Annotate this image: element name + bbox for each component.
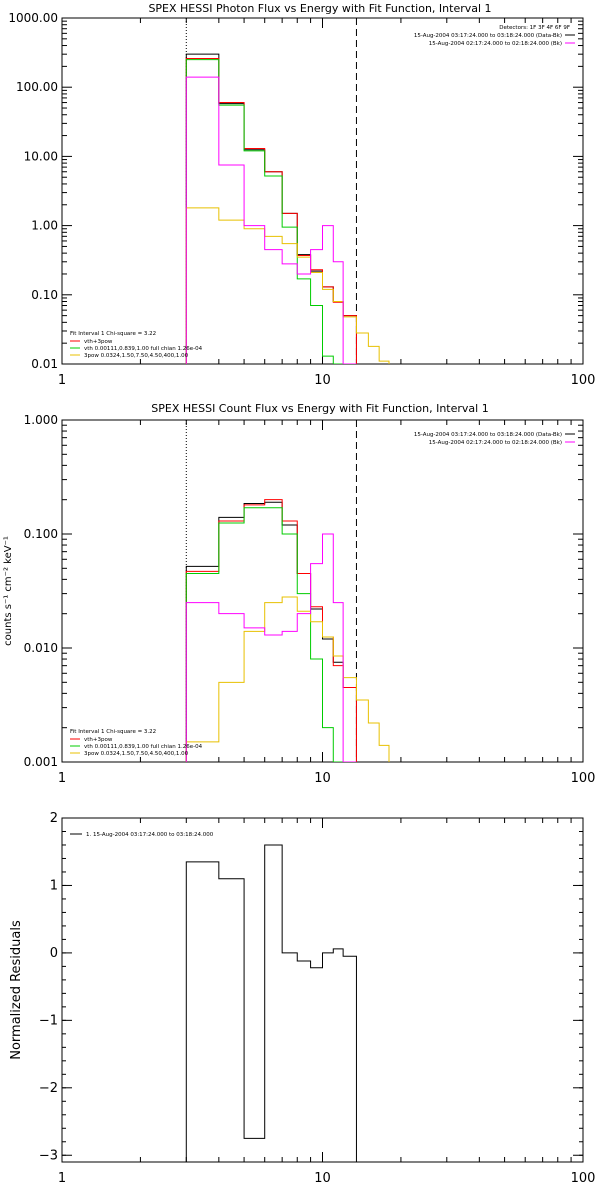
series-2-line: [185, 507, 357, 762]
series-0-line: [185, 844, 357, 1162]
fit-chi-square-text: Fit Interval 1 Chi-square = 3.22: [70, 729, 156, 735]
series-1-line: [185, 499, 357, 762]
residuals-plot-frame: [61, 817, 584, 1163]
photon-flux-marks: 0.01 0.10 1.00 10.00 100.00 1000.00 1 10 100: [8, 11, 595, 388]
y-tick-label: 1.00: [31, 219, 58, 233]
y-tick-label: 0: [50, 946, 58, 961]
y-tick-label: 1: [50, 878, 58, 893]
series-2-line: [185, 59, 357, 364]
x-tick-label: 10: [314, 771, 331, 786]
legend-label-interval: 1. 15-Aug-2004 03:17:24.000 to 03:18:24.…: [86, 832, 214, 838]
y-tick-label: 0.10: [31, 288, 58, 302]
x-tick-label: 1: [58, 1171, 66, 1186]
plot-area: [185, 18, 390, 364]
legend-label-vth: vth 0.00111,0.839,1.00 full chian 1.26e-…: [84, 744, 203, 750]
legend-label-vth-3pow: vth+3pow: [84, 737, 113, 743]
y-tick-label: 100.00: [16, 80, 58, 94]
x-tick-label: 100: [571, 373, 596, 388]
x-tick-label: 10: [314, 1171, 331, 1186]
y-tick-label: 10.00: [24, 149, 58, 163]
y-tick-label: 1.000: [24, 413, 58, 427]
x-tick-label: 1: [58, 373, 66, 388]
legend-label-3pow: 3pow 0.0324,1.50,7.50,4.50,400,1.00: [84, 751, 189, 757]
bk-interval-text: 15-Aug-2004 02:17:24.000 to 02:18:24.000…: [429, 440, 562, 446]
series-0-line: [185, 501, 357, 762]
plot-area: [185, 420, 390, 762]
x-tick-label: 100: [571, 1171, 596, 1186]
count-flux-panel: SPEX HESSI Count Flux vs Energy with Fit…: [3, 402, 595, 786]
series-4-line: [185, 533, 357, 762]
y-tick-label: 1000.00: [8, 11, 58, 25]
series-0-line: [185, 53, 357, 364]
count-flux-title: SPEX HESSI Count Flux vs Energy with Fit…: [151, 402, 488, 415]
series-4-line: [185, 76, 357, 364]
y-tick-label: −2: [39, 1081, 58, 1096]
y-tick-label: 0.01: [31, 357, 58, 371]
series-1-line: [185, 57, 357, 364]
count-flux-ylabel: counts s⁻¹ cm⁻² keV⁻¹: [3, 536, 14, 646]
y-tick-label: 0.100: [24, 527, 58, 541]
legend-label-3pow: 3pow 0.0324,1.50,7.50,4.50,400,1.00: [84, 353, 189, 359]
bk-interval-text: 15-Aug-2004 02:17:24.000 to 02:18:24.000…: [429, 41, 562, 47]
x-tick-label: 1: [58, 771, 66, 786]
y-tick-label: −1: [39, 1013, 58, 1028]
y-tick-label: 2: [50, 811, 58, 826]
photon-flux-panel: SPEX HESSI Photon Flux vs Energy with Fi…: [8, 2, 595, 388]
fit-chi-square-text: Fit Interval 1 Chi-square = 3.22: [70, 331, 156, 337]
photon-flux-header: Detectors: 1F 3F 4F 6F 9F 15-Aug-2004 03…: [414, 25, 575, 47]
residuals-marks: −3 −2 −1 0 1 2 1 10 100: [39, 811, 596, 1186]
y-tick-label: 0.010: [24, 641, 58, 655]
legend-label-vth-3pow: vth+3pow: [84, 339, 113, 345]
residuals-legend: 1. 15-Aug-2004 03:17:24.000 to 03:18:24.…: [70, 832, 214, 838]
legend-label-vth: vth 0.00111,0.839,1.00 full chian 1.26e-…: [84, 346, 203, 352]
photon-flux-title: SPEX HESSI Photon Flux vs Energy with Fi…: [148, 2, 491, 15]
residuals-panel: −3 −2 −1 0 1 2 1 10 100 Normalized Residuals 1. …: [9, 811, 595, 1186]
photon-flux-legend: Fit Interval 1 Chi-square = 3.22 vth+3po…: [70, 331, 203, 359]
x-tick-label: 100: [571, 771, 596, 786]
y-tick-label: −3: [39, 1148, 58, 1163]
count-flux-marks: 0.001 0.010 0.100 1.000 1 10 100: [24, 413, 596, 786]
detectors-text: Detectors: 1F 3F 4F 6F 9F: [499, 25, 570, 31]
plot-area: [185, 844, 357, 1162]
series-3-line: [185, 596, 390, 762]
count-flux-header: 15-Aug-2004 03:17:24.000 to 03:18:24.000…: [414, 432, 575, 446]
residuals-ylabel: Normalized Residuals: [9, 920, 24, 1060]
count-flux-legend: Fit Interval 1 Chi-square = 3.22 vth+3po…: [70, 729, 203, 757]
y-tick-label: 0.001: [24, 755, 58, 769]
data-interval-text: 15-Aug-2004 03:17:24.000 to 03:18:24.000…: [414, 33, 562, 39]
x-tick-label: 10: [314, 373, 331, 388]
data-interval-text: 15-Aug-2004 03:17:24.000 to 03:18:24.000…: [414, 432, 562, 438]
series-3-line: [185, 207, 390, 364]
